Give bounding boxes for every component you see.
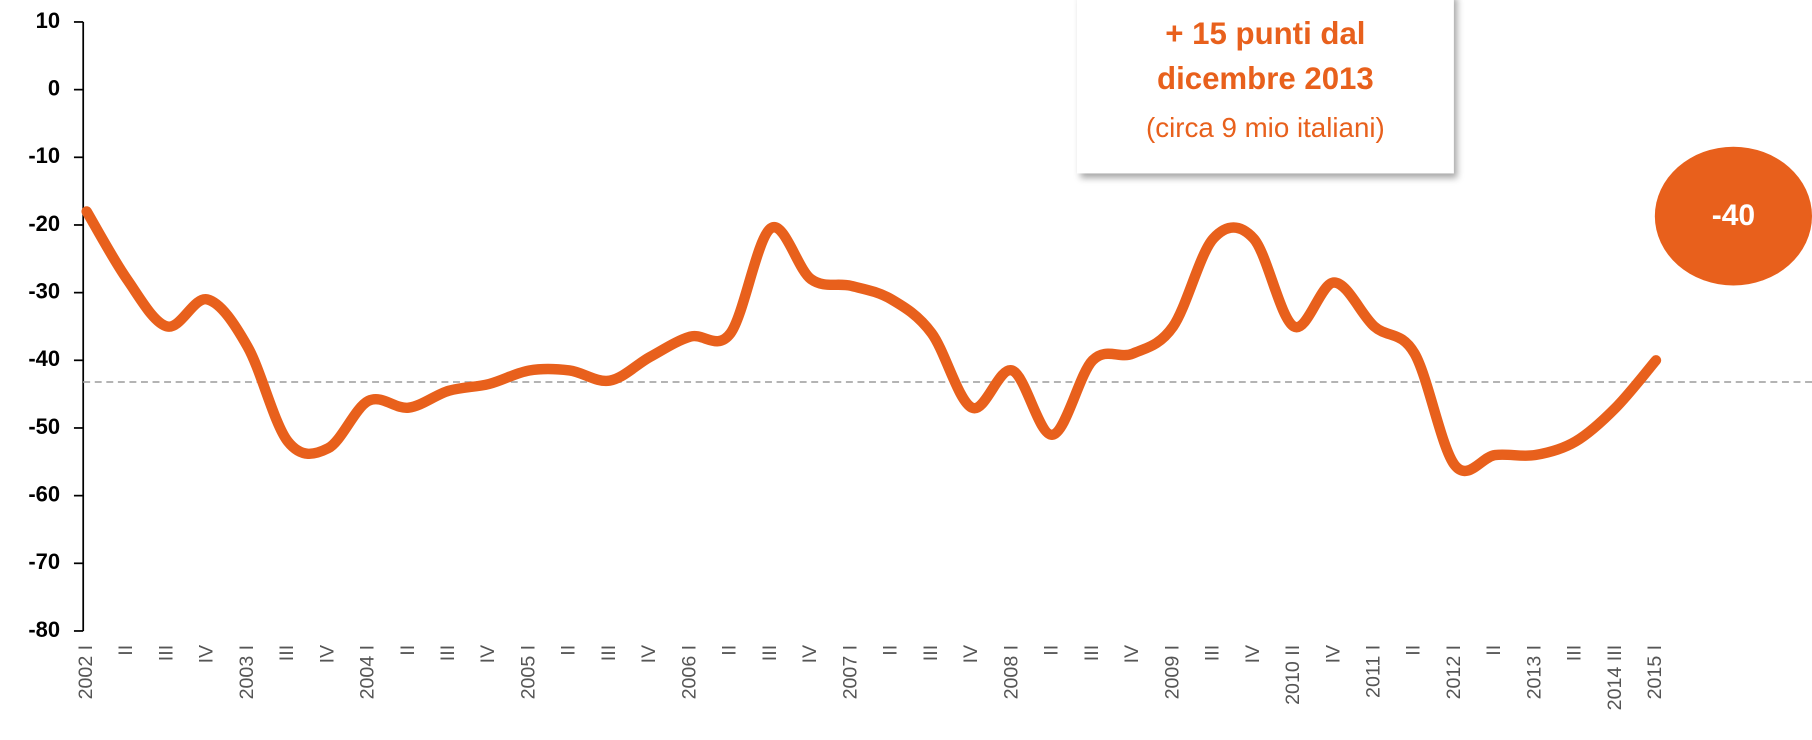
x-tick-label: II [719,645,741,656]
annotation: (circa 9 mio italiani) [1146,112,1385,143]
x-tick-label: 2011 I [1363,645,1385,698]
y-tick-label: 10 [36,8,60,33]
annotation: dicembre 2013 [1157,61,1374,96]
x-tick-label: 2008 I [1000,645,1022,700]
x-tick-label: II [880,645,902,656]
annotation: + 15 punti dal [1165,16,1365,51]
annotation-box [1077,0,1454,174]
callout-circle [1654,146,1812,286]
x-tick-label: IV [1322,645,1344,664]
x-tick-label: II [1483,645,1505,656]
y-tick-label: -40 [28,346,60,371]
x-tick-label: III [1202,645,1224,661]
x-tick-label: III [1564,645,1586,661]
x-tick-label: IV [1242,645,1264,664]
x-tick-label: 2002 I [75,645,97,700]
x-tick-label: 2013 I [1523,645,1545,700]
callout: -40 [1712,199,1755,232]
x-tick-label: III [276,645,298,661]
x-tick-label: IV [316,645,338,664]
x-tick-label: III [155,645,177,661]
line [81,206,1662,477]
x-tick-label: 2012 I [1443,645,1465,700]
x-tick-label: III [598,645,620,661]
x-tick-label: IV [196,645,218,664]
x-tick-label: 2003 I [236,645,258,700]
x-tick-label: IV [799,645,821,664]
y-tick-label: 0 [48,75,60,100]
y-tick-label: -60 [28,481,60,506]
x-tick-label: IV [638,645,660,664]
y-tick-label: -30 [28,278,60,303]
x-tick-label: II [397,645,419,656]
x-tick-label: III [1081,645,1103,661]
x-tick-label: 2005 I [517,645,539,700]
x-tick-label: 2004 I [357,645,379,700]
x-tick-label: II [558,645,580,656]
y-tick-label: -80 [28,617,60,642]
x-tick-label: IV [477,645,499,664]
x-tick-label: 2007 I [839,645,861,700]
x-tick-label: 2009 I [1161,645,1183,700]
x-tick-label: 2006 I [678,645,700,700]
x-tick-label: III [759,645,781,661]
x-tick-label: II [1041,645,1063,656]
x-tick-label: IV [1121,645,1143,664]
y-tick-label: -20 [28,211,60,236]
y-tick-label: -10 [28,143,60,168]
x-tick-label: III [437,645,459,661]
y-tick-label: -50 [28,414,60,439]
x-tick-label: 2015 I [1644,645,1666,700]
x-tick-label: 2010 II [1282,645,1304,705]
x-tick-label: II [115,645,137,656]
x-tick-label: IV [960,645,982,664]
y-tick-label: -70 [28,549,60,574]
x-tick-label: II [1403,645,1425,656]
x-tick-label: III [920,645,942,661]
x-tick-label: 2014 III [1604,645,1626,710]
